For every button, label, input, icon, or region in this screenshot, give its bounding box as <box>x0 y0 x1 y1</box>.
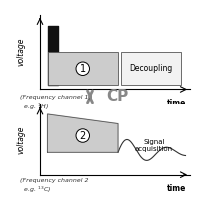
Text: voltage: voltage <box>16 125 25 154</box>
Bar <box>48 52 118 85</box>
Polygon shape <box>48 114 118 152</box>
Text: Decoupling: Decoupling <box>129 64 173 73</box>
Text: time: time <box>167 184 186 193</box>
Text: time: time <box>167 99 186 108</box>
Text: (Frequency channel 1,
  e.g. $^1$H): (Frequency channel 1, e.g. $^1$H) <box>20 95 90 111</box>
Text: (Frequency channel 2
  e.g. $^{13}$C): (Frequency channel 2 e.g. $^{13}$C) <box>20 178 88 194</box>
Text: 1: 1 <box>80 64 86 74</box>
Bar <box>121 52 181 85</box>
Text: Signal
acquisition: Signal acquisition <box>135 139 173 152</box>
Text: 2: 2 <box>80 131 86 141</box>
Text: voltage: voltage <box>16 38 25 66</box>
Text: CP: CP <box>106 89 128 104</box>
